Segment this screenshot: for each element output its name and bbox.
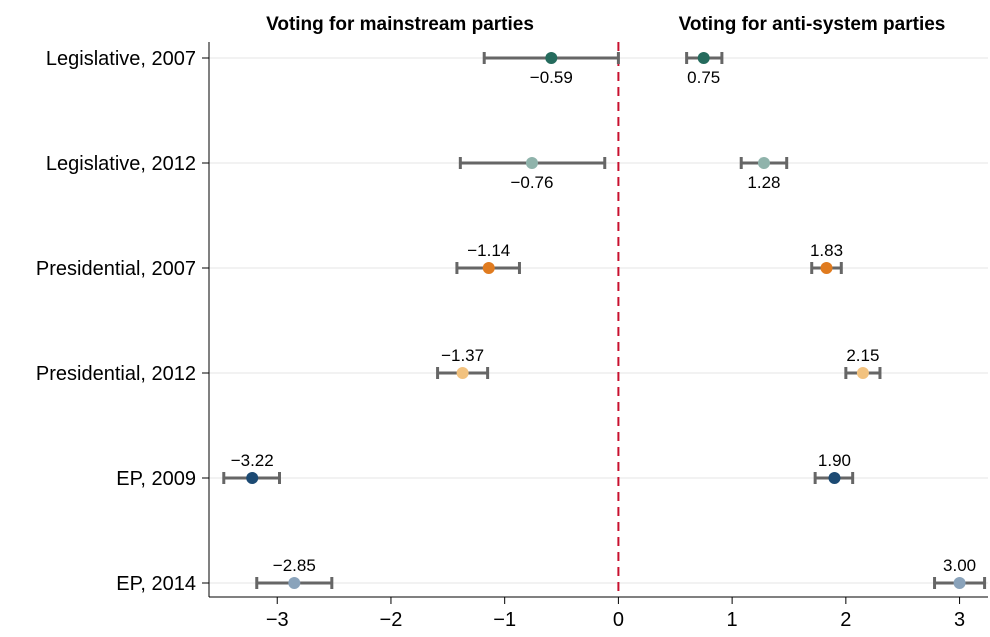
data-value-label: 1.28: [747, 173, 780, 192]
data-point: [288, 577, 301, 589]
x-tick-label: −2: [380, 609, 403, 631]
data-value-label: −2.85: [273, 556, 316, 575]
x-tick-label: −1: [493, 609, 516, 631]
category-label: EP, 2009: [116, 468, 196, 490]
data-value-label: −3.22: [231, 451, 274, 470]
data-point: [482, 262, 495, 274]
data-point: [697, 52, 710, 64]
data-value-label: 3.00: [943, 556, 976, 575]
category-label: Presidential, 2012: [36, 363, 196, 385]
data-value-label: 2.15: [846, 346, 879, 365]
x-tick-label: 2: [840, 609, 851, 631]
data-point: [757, 157, 770, 169]
x-tick-label: −3: [266, 609, 289, 631]
x-tick-label: 3: [954, 609, 965, 631]
panel-title-left: Voting for mainstream parties: [266, 14, 534, 35]
data-value-label: 1.83: [810, 241, 843, 260]
category-label: Presidential, 2007: [36, 258, 196, 280]
category-label: Legislative, 2012: [46, 153, 196, 175]
data-value-label: 0.75: [687, 68, 720, 87]
text-labels: Voting for mainstream parties Voting for…: [36, 14, 976, 631]
data-point: [525, 157, 538, 169]
x-tick-label: 1: [727, 609, 738, 631]
data-point: [856, 367, 869, 379]
data-value-label: −1.14: [467, 241, 510, 260]
data-point: [545, 52, 558, 64]
data-value-label: −0.59: [530, 68, 573, 87]
data-point: [456, 367, 469, 379]
data-point: [246, 472, 259, 484]
data-point: [953, 577, 966, 589]
data-marks: [222, 52, 987, 589]
data-point: [820, 262, 833, 274]
axes: [202, 42, 988, 604]
category-label: Legislative, 2007: [46, 48, 196, 70]
category-label: EP, 2014: [116, 573, 196, 595]
gridlines: [209, 57, 988, 584]
data-point: [828, 472, 841, 484]
data-value-label: −1.37: [441, 346, 484, 365]
data-value-label: −0.76: [510, 173, 553, 192]
data-value-label: 1.90: [818, 451, 851, 470]
panel-title-right: Voting for anti-system parties: [679, 14, 946, 35]
x-tick-label: 0: [613, 609, 624, 631]
